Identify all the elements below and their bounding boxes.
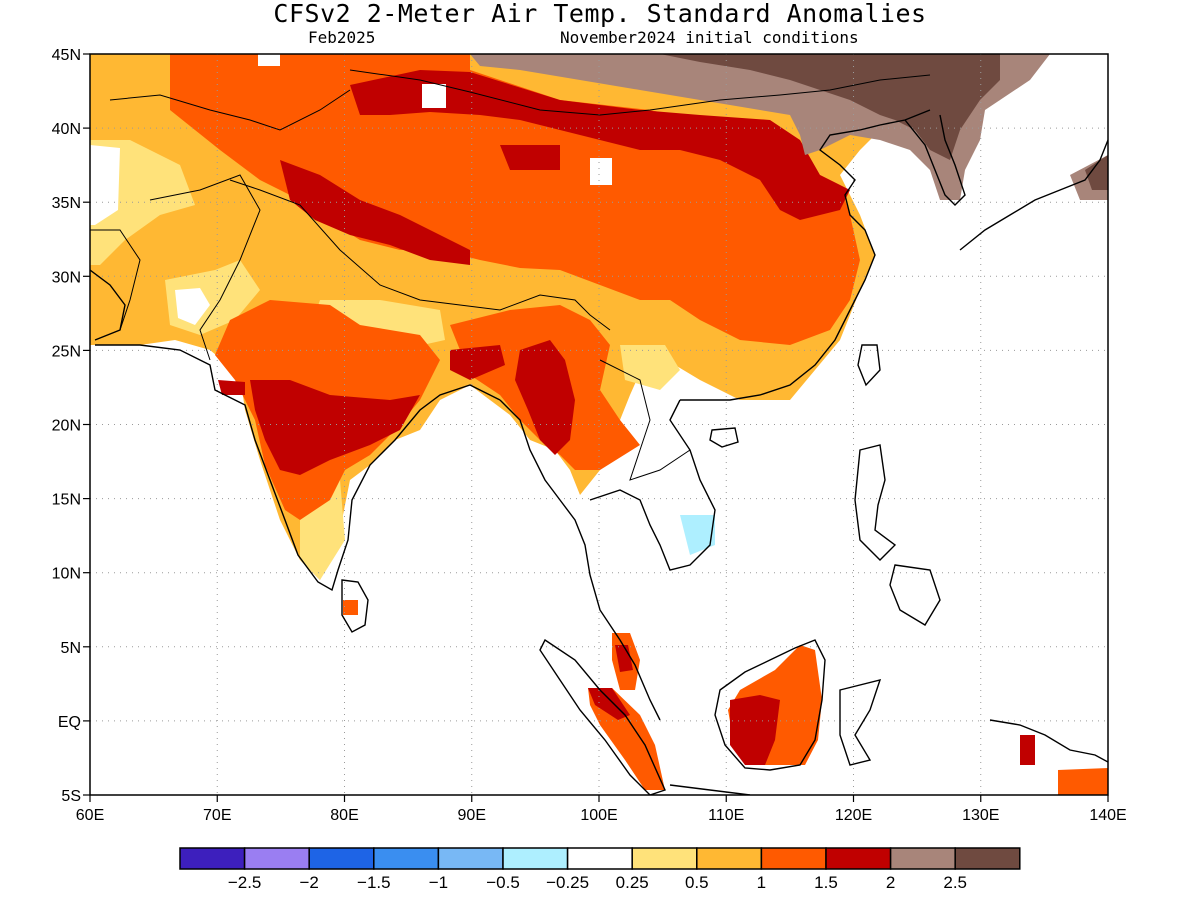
colorbar-label: −2.5 bbox=[228, 873, 262, 892]
coastline-luzon bbox=[854, 444, 897, 561]
colorbar-swatch bbox=[889, 847, 956, 870]
very-warm-india bbox=[250, 380, 420, 475]
colorbar-swatch bbox=[243, 847, 310, 870]
very-warm-bengal bbox=[450, 345, 505, 380]
lat-tick-label: 45N bbox=[52, 47, 81, 64]
lat-tick-label: 10N bbox=[52, 566, 81, 583]
warm-anomaly-sumatra bbox=[588, 688, 665, 790]
longitude-axis: 60E 70E 80E 90E 100E 110E 120E 130E 140E bbox=[76, 795, 1127, 824]
coastline-taiwan bbox=[857, 344, 881, 387]
border-himalaya bbox=[229, 179, 611, 331]
colorbar-label: 1 bbox=[757, 873, 766, 892]
colorbar-label: −1.5 bbox=[357, 873, 391, 892]
white-cell-3 bbox=[258, 54, 280, 66]
lat-tick-label: 5N bbox=[61, 640, 81, 657]
lon-tick-label: 70E bbox=[203, 807, 231, 824]
colorbar-label: −0.5 bbox=[486, 873, 520, 892]
colorbar-swatch bbox=[437, 847, 504, 870]
lon-tick-label: 80E bbox=[330, 807, 358, 824]
colorbar-label: 0.25 bbox=[616, 873, 649, 892]
coastline-china bbox=[680, 109, 931, 401]
colorbar-swatch bbox=[954, 847, 1021, 870]
anomaly-fill-layer bbox=[90, 54, 1108, 795]
lon-tick-label: 100E bbox=[580, 807, 617, 824]
colorbar-swatch bbox=[566, 847, 633, 870]
very-warm-png bbox=[1020, 735, 1035, 765]
colorbar-swatch bbox=[308, 847, 375, 870]
coastline-borneo bbox=[714, 639, 826, 771]
initial-conditions-label: November2024 initial conditions bbox=[560, 28, 859, 47]
colorbar-label: 2 bbox=[886, 873, 895, 892]
lon-tick-label: 140E bbox=[1089, 807, 1126, 824]
lat-tick-label: 25N bbox=[52, 343, 81, 360]
lat-tick-label: 5S bbox=[61, 788, 81, 805]
very-warm-himalaya bbox=[280, 160, 470, 265]
coastline-korea bbox=[904, 114, 966, 206]
white-cell-2 bbox=[590, 158, 612, 185]
colorbar-label: −1 bbox=[429, 873, 448, 892]
coastline-sri-lanka bbox=[341, 579, 369, 633]
lon-tick-label: 130E bbox=[962, 807, 999, 824]
coastline-arabia bbox=[90, 269, 126, 341]
coastline-burma bbox=[499, 399, 661, 721]
lat-tick-label: 15N bbox=[52, 492, 81, 509]
neutral-patch-pakistan bbox=[175, 288, 210, 325]
colorbar-swatch bbox=[760, 847, 827, 870]
coastline-hainan bbox=[709, 427, 739, 448]
lat-tick-label: 35N bbox=[52, 195, 81, 212]
colorbar-label: −0.25 bbox=[546, 873, 589, 892]
colorbar-swatch bbox=[631, 847, 698, 870]
cool-patch-indochina bbox=[680, 515, 715, 555]
slight-patch-south-china bbox=[620, 345, 680, 390]
coastline-mindanao bbox=[889, 564, 941, 626]
lat-tick-label: 40N bbox=[52, 121, 81, 138]
colorbar-swatch bbox=[825, 847, 892, 870]
colorbar-label: −2 bbox=[300, 873, 319, 892]
lon-tick-label: 60E bbox=[76, 807, 104, 824]
border-iran bbox=[90, 229, 141, 331]
colorbar-label: 2.5 bbox=[943, 873, 967, 892]
coastline-japan bbox=[959, 139, 1108, 251]
border-china-mongolia bbox=[349, 69, 931, 116]
lat-tick-label: 20N bbox=[52, 418, 81, 435]
lat-tick-label: 30N bbox=[52, 269, 81, 286]
coastline-layer bbox=[90, 109, 1108, 795]
coastline-new-guinea bbox=[989, 719, 1108, 763]
lat-tick-label: EQ bbox=[58, 714, 81, 731]
border-layer bbox=[90, 69, 931, 481]
coastline-sulawesi bbox=[839, 679, 882, 766]
border-indochina bbox=[599, 359, 691, 481]
colorbar-swatch bbox=[179, 847, 246, 870]
very-warm-malaya bbox=[615, 645, 633, 672]
lon-tick-label: 120E bbox=[835, 807, 872, 824]
colorbar-swatch bbox=[696, 847, 763, 870]
warm-anomaly-ceylon bbox=[343, 600, 358, 615]
very-warm-burma bbox=[515, 340, 575, 455]
valid-month-label: Feb2025 bbox=[308, 28, 376, 47]
latitude-axis: 45N 40N 35N 30N 25N 20N 15N 10N 5N EQ 5S bbox=[52, 47, 90, 805]
lon-tick-label: 110E bbox=[708, 807, 744, 824]
very-warm-tibet bbox=[500, 145, 560, 170]
colorbar-swatch bbox=[502, 847, 569, 870]
extreme-anomaly-manchuria bbox=[660, 54, 1000, 160]
colorbar-swatch bbox=[373, 847, 440, 870]
colorbar-legend: −2.5 −2 −1.5 −1 −0.5 −0.25 0.25 0.5 1 1.5 2 2.5 bbox=[179, 847, 1021, 892]
white-cell-1 bbox=[422, 84, 446, 108]
map-title: CFSv2 2-Meter Air Temp. Standard Anomali… bbox=[273, 0, 927, 28]
very-warm-gujarat bbox=[218, 380, 245, 395]
warm-anomaly-png bbox=[1058, 768, 1108, 795]
neutral-patch-west bbox=[90, 145, 120, 225]
coastline-java bbox=[669, 784, 751, 795]
border-central-asia bbox=[109, 89, 351, 131]
extreme-anomaly-japan bbox=[1085, 155, 1108, 190]
coastline-sumatra bbox=[539, 638, 666, 795]
border-pakistan bbox=[149, 174, 261, 361]
very-warm-borneo bbox=[730, 695, 780, 765]
coastline-india bbox=[95, 344, 501, 592]
very-warm-tarim bbox=[350, 70, 850, 220]
colorbar-label: 0.5 bbox=[685, 873, 709, 892]
colorbar-label: 1.5 bbox=[814, 873, 838, 892]
lon-tick-label: 90E bbox=[458, 807, 486, 824]
